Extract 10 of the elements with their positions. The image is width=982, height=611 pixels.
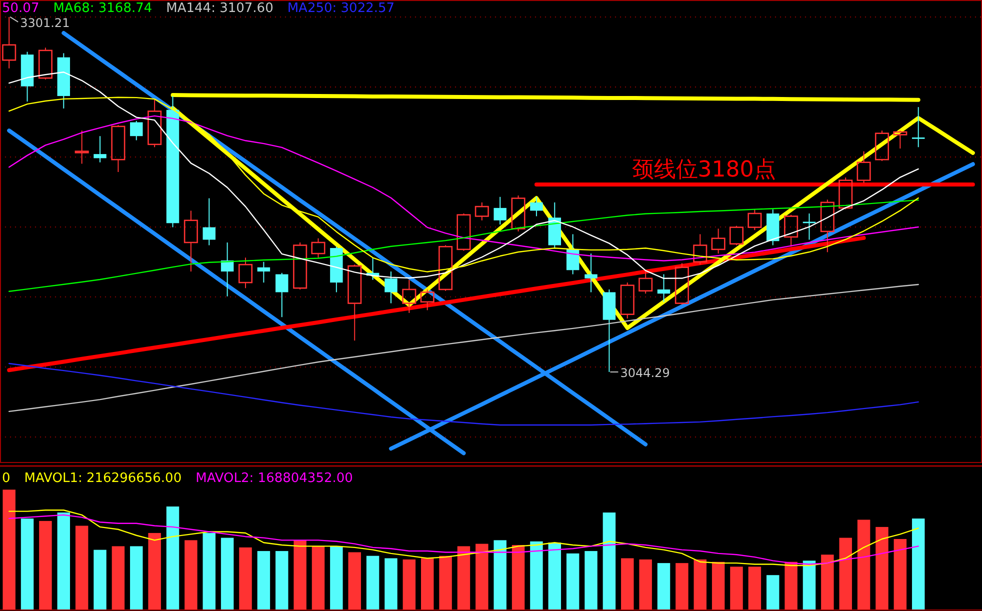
text: 0 [2, 471, 10, 486]
annotation: 颈线位3180点 [632, 157, 776, 182]
text: MAVOL2: 168804352.00 [196, 471, 353, 486]
annotation: 3301.21 [20, 16, 70, 30]
text: 50.07 [2, 1, 40, 16]
text: MA144: 3107.60 [166, 1, 274, 16]
annotation: 3044.29 [620, 366, 670, 380]
series-label: MAVOL1: 216296656.00 [24, 471, 182, 486]
text: MA250: 3022.57 [287, 1, 395, 16]
text: MA68: 3168.74 [53, 1, 152, 16]
